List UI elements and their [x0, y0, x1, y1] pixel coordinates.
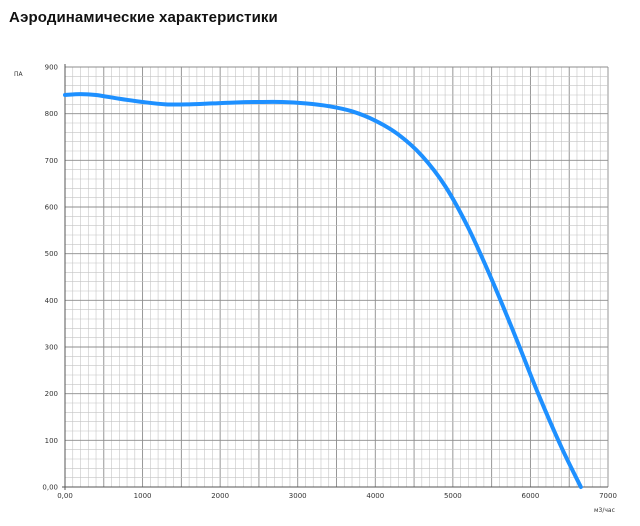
- y-tick-labels: 0,00 100 200 300 400 500 600 700 800 900: [42, 64, 58, 492]
- y-tick-label: 800: [45, 110, 58, 118]
- y-tick-label: 0,00: [42, 484, 58, 492]
- y-axis-label: ПА: [14, 71, 24, 78]
- chart-grid: [64, 66, 609, 488]
- x-tick-label: 2000: [211, 492, 229, 500]
- x-axis-label: м3/час: [594, 507, 615, 514]
- pressure-curve: [63, 92, 583, 489]
- chart-series: [63, 92, 583, 489]
- y-tick-label: 700: [45, 157, 58, 165]
- y-tick-label: 100: [45, 437, 58, 445]
- x-tick-label: 7000: [599, 492, 617, 500]
- x-tick-label: 0,00: [57, 492, 73, 500]
- y-tick-label: 600: [45, 204, 58, 212]
- x-tick-labels: 0,00 1000 2000 3000 4000 5000 6000 7000: [57, 492, 617, 500]
- chart-axes: [62, 64, 608, 490]
- x-tick-label: 5000: [444, 492, 462, 500]
- y-tick-label: 500: [45, 250, 58, 258]
- x-tick-label: 3000: [289, 492, 307, 500]
- chart-title: Аэродинамические характеристики: [9, 9, 278, 26]
- x-tick-label: 4000: [366, 492, 384, 500]
- y-tick-label: 400: [45, 297, 58, 305]
- x-tick-label: 6000: [522, 492, 540, 500]
- y-tick-label: 200: [45, 390, 58, 398]
- y-tick-label: 300: [45, 344, 58, 352]
- y-tick-label: 900: [45, 64, 58, 72]
- x-tick-label: 1000: [134, 492, 152, 500]
